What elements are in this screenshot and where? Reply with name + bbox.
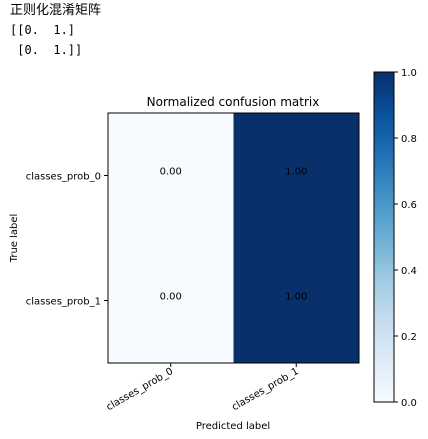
- heatmap-cells: [108, 113, 359, 363]
- y-tick-label: classes_prob_1: [26, 297, 101, 308]
- matrix-output-line: [[0. 1.]: [10, 23, 76, 37]
- x-tick-labels: classes_prob_0 classes_prob_1: [105, 366, 301, 413]
- output-heading: 正则化混淆矩阵: [10, 3, 102, 18]
- heatmap-ticks: [104, 175, 297, 367]
- colorbar-tick-label: 0.4: [401, 266, 417, 277]
- heatmap-cell: [108, 238, 234, 363]
- colorbar-tick-label: 0.6: [401, 200, 417, 211]
- cell-value-label: 1.00: [285, 167, 307, 178]
- x-axis-label: Predicted label: [196, 421, 270, 432]
- y-axis-label: True label: [9, 214, 20, 264]
- chart-title: Normalized confusion matrix: [147, 95, 320, 109]
- heatmap-cell: [108, 113, 234, 238]
- heatmap-cell: [233, 113, 359, 238]
- y-tick-labels: classes_prob_0 classes_prob_1: [26, 172, 101, 308]
- colorbar-tick-label: 0.0: [401, 398, 417, 409]
- x-tick-label: classes_prob_0: [105, 366, 176, 413]
- colorbar-tick-label: 1.0: [401, 68, 417, 79]
- colorbar-ticks: 0.0 0.2 0.4 0.6 0.8 1.0: [394, 68, 417, 409]
- cell-value-label: 0.00: [160, 292, 182, 303]
- heatmap-frame: [107, 112, 360, 364]
- colorbar-tick-label: 0.8: [401, 134, 417, 145]
- cell-value-label: 1.00: [285, 292, 307, 303]
- colorbar-tick-label: 0.2: [401, 332, 417, 343]
- y-tick-label: classes_prob_0: [26, 172, 101, 183]
- cell-value-label: 0.00: [160, 167, 182, 178]
- x-tick-label: classes_prob_1: [230, 366, 301, 413]
- heatmap-cell: [233, 238, 359, 363]
- matrix-output-line: [0. 1.]]: [10, 43, 83, 57]
- colorbar: [373, 71, 395, 403]
- cell-labels: 0.00 1.00 0.00 1.00: [160, 167, 308, 303]
